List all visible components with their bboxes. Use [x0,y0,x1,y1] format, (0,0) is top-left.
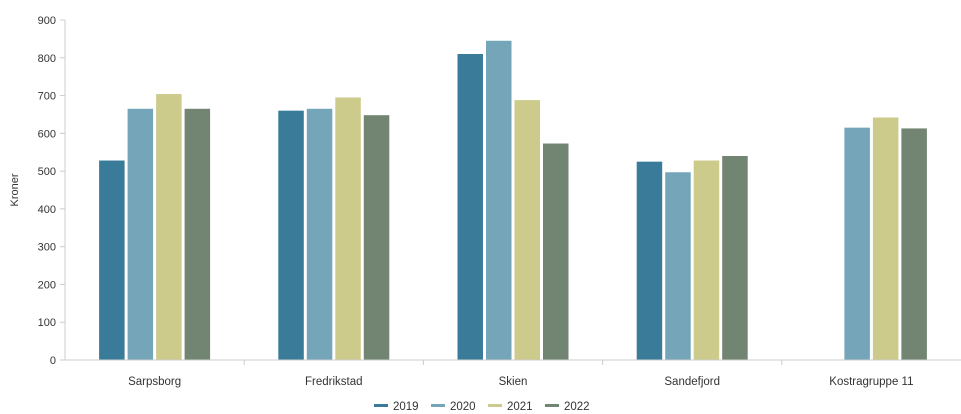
bar-2021-sarpsborg[interactable] [156,94,182,361]
bar-2022-fredrikstad[interactable] [363,115,390,360]
bar-2020-sandefjord[interactable] [665,172,691,360]
bar-2021-skien[interactable] [514,100,541,360]
y-tick-label: 600 [38,128,56,140]
y-tick-label: 800 [38,53,56,65]
legend-item-2020[interactable]: 2020 [431,401,476,413]
y-tick-label: 200 [38,279,56,291]
legend-label: 2022 [564,401,590,413]
bar-2021-fredrikstad[interactable] [335,97,361,360]
x-category-label: Sarpsborg [128,376,181,388]
legend-swatch [488,404,502,407]
y-tick-label: 500 [38,166,56,178]
bar-2019-sarpsborg[interactable] [99,160,125,360]
legend-swatch [374,404,388,407]
y-tick-label: 100 [38,317,56,329]
y-tick-label: 300 [38,242,56,254]
legend-label: 2021 [507,401,533,413]
bar-2020-fredrikstad[interactable] [306,108,333,361]
bar-2020-skien[interactable] [486,40,512,361]
x-category-label: Sandefjord [664,376,720,388]
y-axis-label: Kroner [9,173,21,206]
y-tick-label: 700 [38,91,56,103]
legend-label: 2020 [450,401,476,413]
legend-item-2019[interactable]: 2019 [374,401,419,413]
bar-2021-kostragruppe-11[interactable] [872,117,899,360]
y-tick-label: 900 [38,15,56,27]
bars-group [99,40,927,361]
x-category-label: Kostragruppe 11 [829,376,913,388]
bar-2019-sandefjord[interactable] [636,161,663,360]
bar-2022-kostragruppe-11[interactable] [901,128,927,360]
x-category-label: Skien [499,376,528,388]
legend-swatch [545,404,559,407]
legend-item-2021[interactable]: 2021 [488,401,533,413]
bar-2019-skien[interactable] [457,54,484,360]
bar-2021-sandefjord[interactable] [693,160,720,360]
bar-2020-kostragruppe-11[interactable] [844,127,870,361]
x-category-label: Fredrikstad [305,376,363,388]
y-tick-label: 0 [50,355,56,367]
legend-swatch [431,404,445,407]
legend-label: 2019 [393,401,419,413]
y-tick-label: 400 [38,204,56,216]
legend: 2019 2020 2021 2022 [374,401,590,413]
bar-2022-sandefjord[interactable] [722,156,748,360]
legend-item-2022[interactable]: 2022 [545,401,590,413]
x-axis-ticks: Sarpsborg Fredrikstad Skien Sandefjord Kostr… [128,360,913,388]
bar-2022-skien[interactable] [543,143,569,360]
y-axis-ticks: 0 100 200 300 400 500 600 700 800 900 [38,15,65,367]
bar-2022-sarpsborg[interactable] [184,108,211,361]
bar-2020-sarpsborg[interactable] [127,108,154,361]
bar-2019-fredrikstad[interactable] [278,110,304,361]
